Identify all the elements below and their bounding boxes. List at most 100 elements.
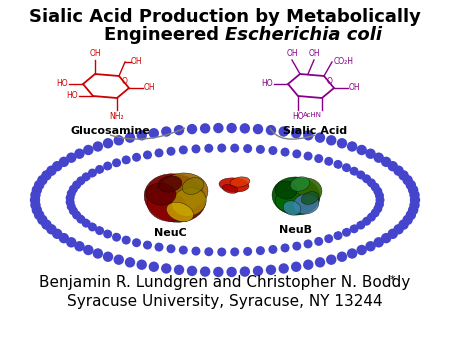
- Circle shape: [408, 185, 419, 195]
- Circle shape: [83, 145, 94, 155]
- Circle shape: [381, 156, 392, 167]
- Ellipse shape: [182, 177, 204, 194]
- Circle shape: [374, 187, 382, 196]
- Circle shape: [112, 233, 121, 242]
- Text: AcHN: AcHN: [302, 112, 321, 118]
- Text: O: O: [327, 76, 333, 86]
- Circle shape: [148, 262, 159, 272]
- Circle shape: [103, 251, 113, 262]
- Circle shape: [304, 152, 313, 161]
- Ellipse shape: [293, 194, 319, 214]
- Ellipse shape: [230, 177, 250, 187]
- Circle shape: [280, 148, 289, 156]
- Circle shape: [132, 153, 141, 162]
- Text: Syracuse University, Syracuse, NY 13244: Syracuse University, Syracuse, NY 13244: [67, 294, 383, 309]
- Ellipse shape: [147, 191, 187, 221]
- Circle shape: [88, 222, 97, 232]
- Text: OH: OH: [144, 83, 156, 93]
- Circle shape: [154, 148, 163, 158]
- Ellipse shape: [275, 181, 297, 199]
- Circle shape: [410, 190, 420, 200]
- Circle shape: [243, 144, 252, 153]
- Circle shape: [34, 210, 45, 220]
- Circle shape: [95, 165, 104, 174]
- Circle shape: [166, 244, 176, 253]
- Circle shape: [69, 206, 78, 215]
- Circle shape: [292, 242, 302, 250]
- Ellipse shape: [219, 178, 249, 192]
- Text: HO: HO: [67, 92, 78, 100]
- Circle shape: [226, 123, 237, 133]
- Circle shape: [350, 167, 359, 176]
- Circle shape: [387, 161, 398, 171]
- Circle shape: [374, 152, 384, 163]
- Circle shape: [30, 200, 40, 210]
- Ellipse shape: [290, 177, 310, 191]
- Circle shape: [76, 215, 86, 224]
- Circle shape: [81, 172, 90, 182]
- Circle shape: [74, 241, 85, 251]
- Circle shape: [374, 237, 384, 247]
- Circle shape: [143, 150, 152, 160]
- Circle shape: [243, 247, 252, 256]
- Circle shape: [161, 263, 171, 274]
- Circle shape: [32, 205, 42, 215]
- Circle shape: [347, 141, 357, 152]
- Circle shape: [268, 146, 277, 155]
- Circle shape: [362, 217, 371, 226]
- Circle shape: [136, 130, 147, 141]
- Circle shape: [324, 157, 333, 166]
- Circle shape: [66, 198, 75, 207]
- Circle shape: [66, 193, 75, 202]
- Text: HO: HO: [292, 112, 304, 121]
- Circle shape: [381, 233, 392, 243]
- Circle shape: [179, 145, 188, 154]
- Circle shape: [72, 211, 81, 219]
- Circle shape: [365, 148, 376, 159]
- Circle shape: [58, 156, 69, 167]
- Circle shape: [37, 175, 48, 185]
- Circle shape: [83, 245, 94, 255]
- Circle shape: [66, 237, 76, 247]
- Ellipse shape: [286, 178, 322, 206]
- Circle shape: [125, 257, 135, 268]
- Circle shape: [122, 155, 130, 164]
- Text: Benjamin R. Lundgren and Christopher N. Boddy: Benjamin R. Lundgren and Christopher N. …: [40, 275, 410, 290]
- Circle shape: [30, 195, 40, 205]
- Circle shape: [76, 176, 86, 185]
- Circle shape: [342, 228, 351, 237]
- Text: HO: HO: [261, 79, 273, 89]
- Circle shape: [148, 128, 159, 139]
- Circle shape: [41, 170, 52, 180]
- Circle shape: [52, 228, 63, 239]
- Circle shape: [66, 152, 76, 163]
- Circle shape: [217, 247, 226, 257]
- Ellipse shape: [272, 177, 320, 215]
- Text: OH: OH: [131, 57, 143, 67]
- Circle shape: [315, 257, 325, 268]
- Ellipse shape: [146, 183, 176, 205]
- Circle shape: [314, 154, 323, 163]
- Circle shape: [402, 215, 413, 225]
- Text: OH: OH: [286, 49, 298, 58]
- Ellipse shape: [222, 185, 238, 193]
- Ellipse shape: [172, 188, 206, 216]
- Circle shape: [112, 158, 121, 167]
- Circle shape: [324, 234, 333, 243]
- Circle shape: [230, 144, 239, 152]
- Circle shape: [34, 180, 45, 190]
- Circle shape: [41, 219, 52, 230]
- Ellipse shape: [158, 176, 182, 192]
- Circle shape: [291, 128, 302, 139]
- Text: OH: OH: [308, 49, 320, 58]
- Circle shape: [393, 224, 404, 235]
- Circle shape: [213, 123, 224, 133]
- Text: Engineered: Engineered: [104, 26, 225, 44]
- Circle shape: [326, 255, 337, 265]
- Circle shape: [46, 166, 57, 176]
- Circle shape: [200, 123, 210, 134]
- Circle shape: [93, 248, 103, 259]
- Circle shape: [405, 210, 416, 220]
- Text: NeuC: NeuC: [153, 228, 186, 238]
- Circle shape: [279, 126, 289, 137]
